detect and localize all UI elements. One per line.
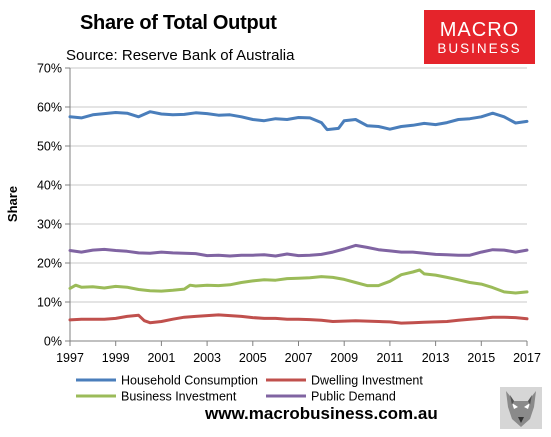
legend-label: Business Investment: [121, 390, 237, 404]
y-tick-label: 0%: [44, 335, 62, 349]
chart-source: Source: Reserve Bank of Australia: [66, 47, 295, 64]
x-tick-label: 2005: [239, 351, 267, 365]
x-tick-label: 1999: [102, 351, 130, 365]
macrobusiness-logo: MACRO BUSINESS: [424, 10, 535, 64]
x-tick-label: 2015: [467, 351, 495, 365]
x-tick-label: 2009: [330, 351, 358, 365]
x-tick-label: 2013: [422, 351, 450, 365]
y-tick-label: 30%: [37, 218, 62, 232]
x-tick-label: 2003: [193, 351, 221, 365]
series-line-household-consumption: [68, 110, 529, 132]
y-tick-label: 10%: [37, 296, 62, 310]
chart-legend: Household Consumption Dwelling Investment…: [76, 374, 423, 404]
x-tick-label: 2011: [376, 351, 403, 365]
legend-label: Public Demand: [311, 390, 396, 404]
x-tick-label: 1997: [56, 351, 84, 365]
logo-line-business: BUSINESS: [437, 40, 522, 56]
footer-url: www.macrobusiness.com.au: [205, 404, 438, 423]
y-axis-label: Share: [5, 186, 20, 222]
chart-gridlines: [70, 67, 527, 303]
chart-title: Share of Total Output: [80, 12, 277, 34]
y-tick-label: 40%: [37, 179, 62, 193]
x-tick-label: 2017: [513, 351, 541, 365]
legend-label: Dwelling Investment: [311, 374, 423, 388]
y-tick-label: 70%: [37, 62, 62, 76]
wolf-mascot-icon: [500, 387, 542, 429]
y-tick-label: 50%: [37, 140, 62, 154]
logo-line-macro: MACRO: [439, 18, 520, 41]
x-tick-label: 2001: [147, 351, 175, 365]
y-tick-label: 20%: [37, 257, 62, 271]
y-tick-label: 60%: [37, 101, 62, 115]
series-line-dwelling-investment: [68, 313, 529, 325]
x-tick-label: 2007: [285, 351, 313, 365]
y-axis-ticks: 0% 10% 20% 30% 40% 50% 60% 70%: [37, 62, 70, 349]
series-line-business-investment: [68, 268, 529, 295]
series-line-public-demand: [68, 243, 529, 258]
legend-label: Household Consumption: [121, 374, 258, 388]
x-axis-ticks: 1997 1999 2001 2003 2005 2007 2009 2011 2013 2015…: [56, 341, 541, 365]
chart-series: [68, 110, 529, 325]
chart-axes: [69, 68, 527, 342]
